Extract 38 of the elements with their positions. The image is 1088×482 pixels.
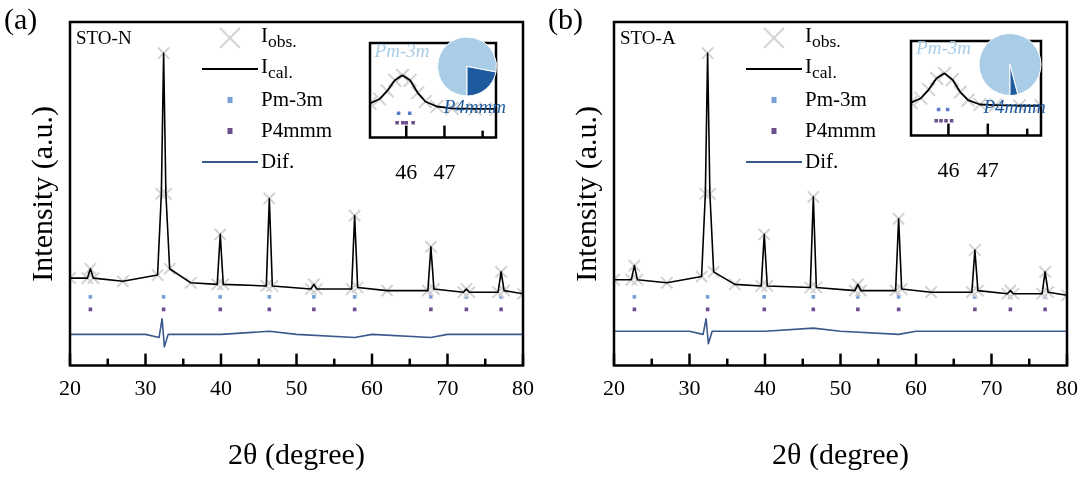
- x-tick-label: 46: [395, 158, 418, 184]
- legend-label: Dif.: [261, 149, 295, 174]
- x-axis-title: 2θ (degree): [228, 436, 365, 471]
- x-tick-label: 30: [134, 374, 157, 400]
- slice-label: Pm-3m: [915, 37, 972, 58]
- chart-title: (b): [548, 1, 583, 36]
- x-tick-label: 20: [59, 374, 81, 400]
- x-tick-label: 20: [603, 374, 625, 400]
- legend-label: Dif.: [805, 149, 839, 174]
- x-tick-label: 60: [905, 374, 927, 400]
- x-tick-label: 80: [512, 374, 534, 400]
- x-axis-title: 2θ (degree): [772, 436, 909, 471]
- text: STO-A: [620, 27, 676, 49]
- slice-label: Pm-3m: [373, 39, 430, 61]
- x-tick-label: 40: [754, 374, 776, 400]
- legend-label: I$_{obs.}$: [261, 22, 297, 53]
- legend-label: I$_{cal.}$: [261, 53, 293, 84]
- legend-label: P4mmm: [261, 118, 333, 143]
- y-axis-title: Intensity (a.u.): [24, 105, 59, 282]
- legend-label: I$_{obs.}$: [805, 22, 841, 53]
- legend-label: Pm-3m: [805, 87, 867, 112]
- y-axis-title: Intensity (a.u.): [568, 105, 603, 282]
- x-tick-label: 50: [285, 374, 308, 400]
- x-tick-label: 50: [829, 374, 852, 400]
- legend-label: P4mmm: [805, 118, 877, 143]
- x-tick-label: 47: [433, 158, 456, 184]
- legend-label: I$_{cal.}$: [805, 53, 837, 84]
- x-tick-label: 70: [436, 374, 459, 400]
- x-tick-label: 47: [976, 156, 999, 182]
- x-tick-label: 40: [210, 374, 232, 400]
- text: STO-N: [76, 27, 132, 49]
- chart-title: (a): [4, 1, 38, 36]
- x-tick-label: 30: [678, 374, 701, 400]
- x-tick-label: 70: [980, 374, 1003, 400]
- x-tick-label: 46: [937, 156, 960, 182]
- legend-label: Pm-3m: [261, 87, 323, 112]
- x-tick-label: 80: [1056, 374, 1078, 400]
- x-tick-label: 60: [361, 374, 383, 400]
